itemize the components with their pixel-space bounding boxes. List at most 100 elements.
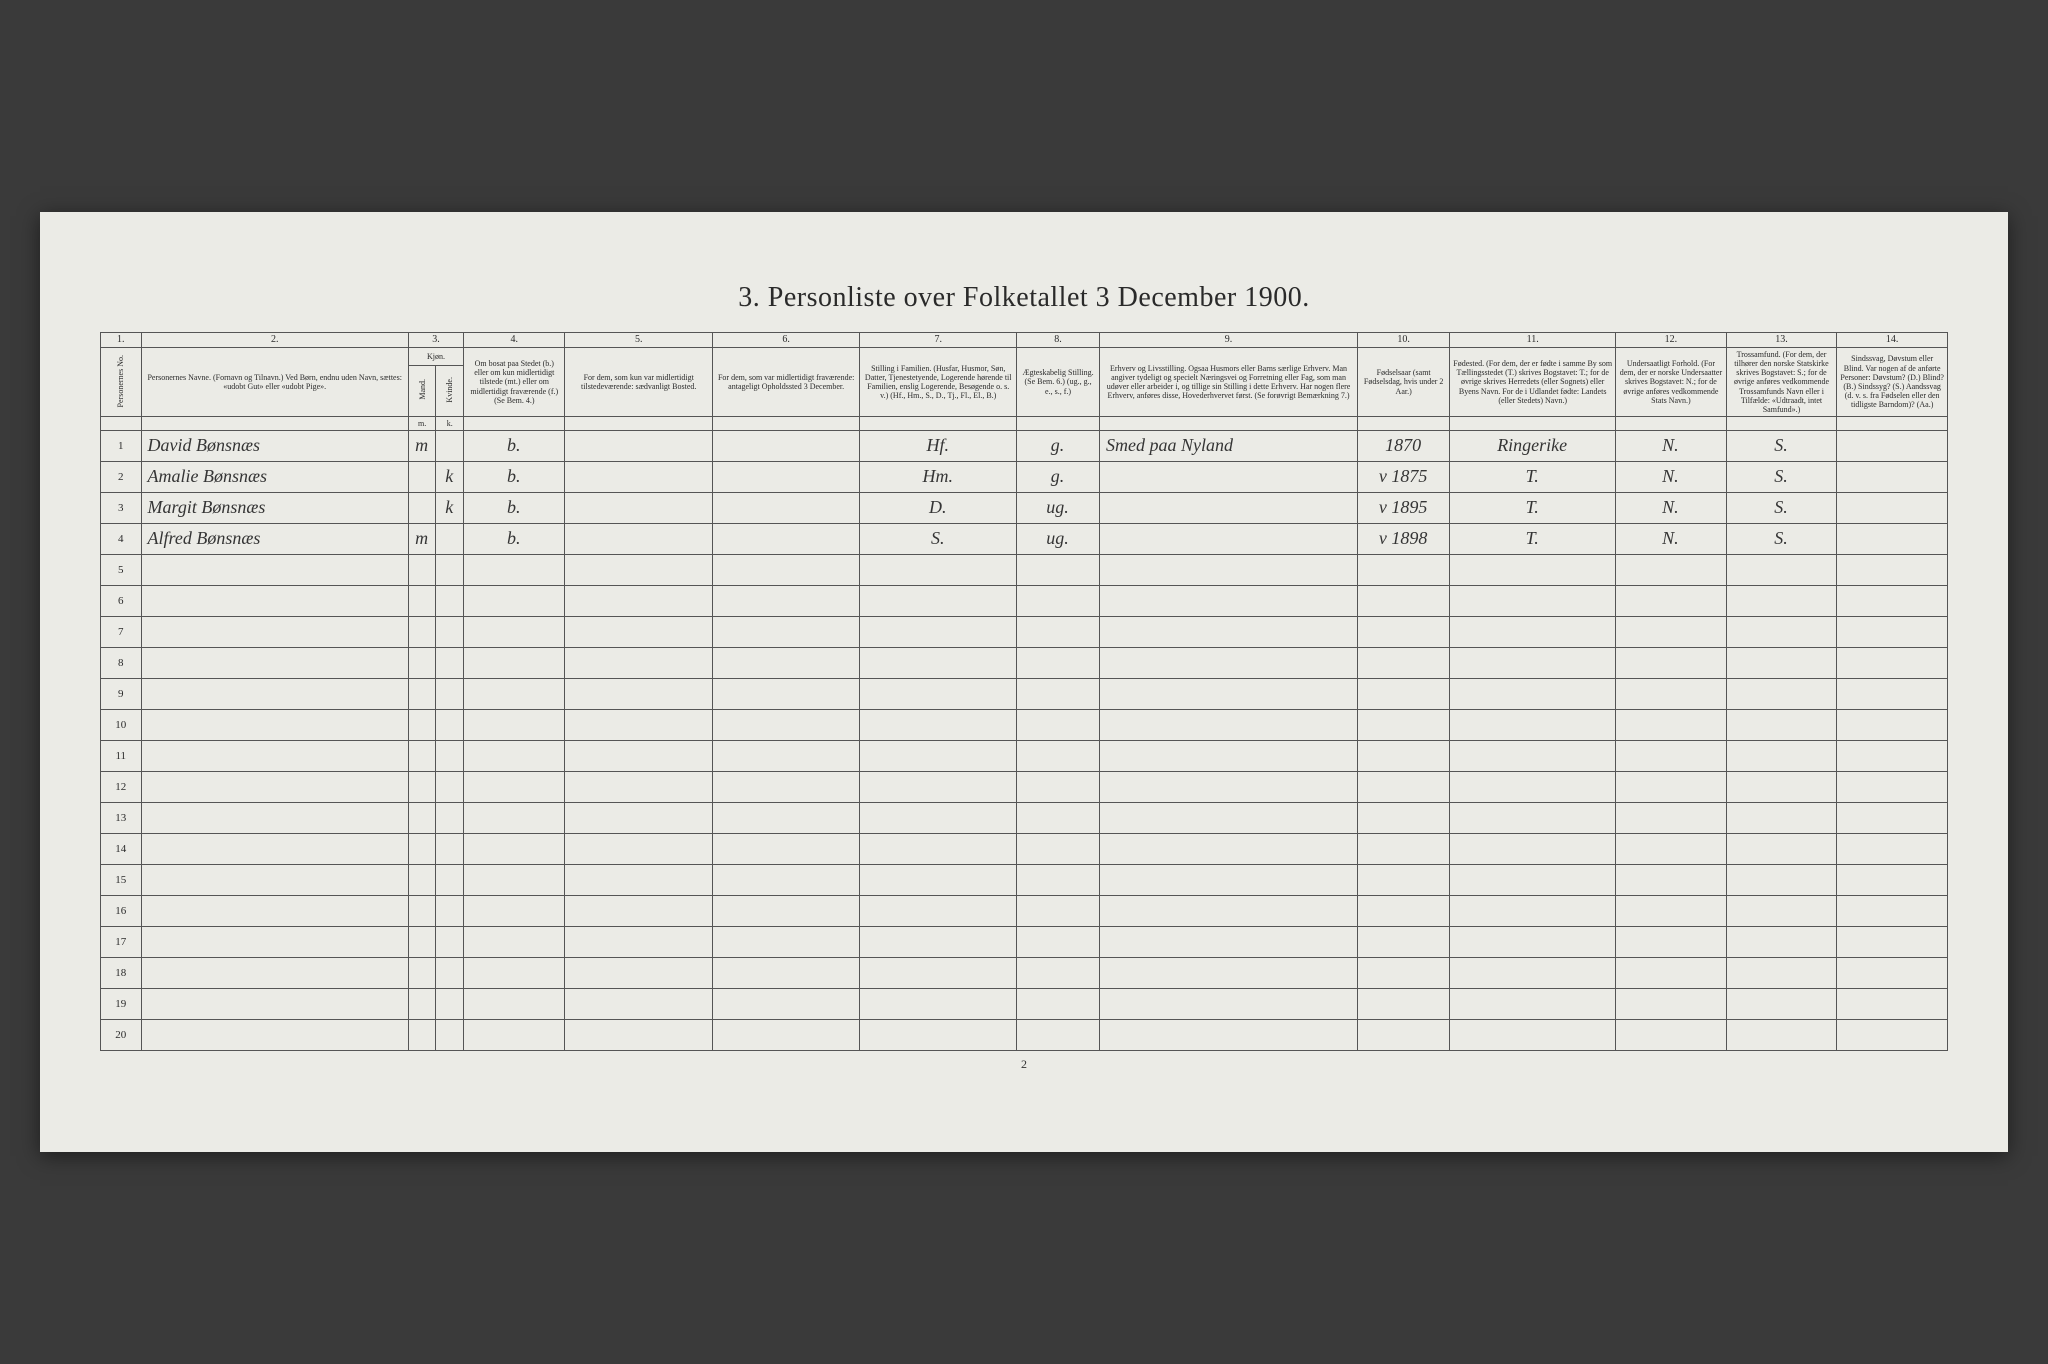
cell-name	[141, 958, 408, 989]
cell-c8	[1017, 989, 1100, 1020]
cell-c14	[1837, 1020, 1948, 1051]
cell-c6	[712, 617, 859, 648]
cell-k: k	[436, 493, 464, 524]
row-number: 9	[101, 679, 142, 710]
cell-c7	[860, 586, 1017, 617]
cell-name	[141, 896, 408, 927]
cell-c6	[712, 772, 859, 803]
cell-c6	[712, 710, 859, 741]
row-number: 7	[101, 617, 142, 648]
cell-c14	[1837, 865, 1948, 896]
cell-c14	[1837, 648, 1948, 679]
row-number: 5	[101, 555, 142, 586]
column-number: 10.	[1358, 332, 1450, 347]
table-row: 6	[101, 586, 1948, 617]
header-female: Kvinde.	[436, 365, 464, 416]
row-number: 16	[101, 896, 142, 927]
column-number: 8.	[1017, 332, 1100, 347]
table-row: 15	[101, 865, 1948, 896]
cell-b	[464, 555, 565, 586]
cell-k	[436, 958, 464, 989]
cell-c10	[1358, 989, 1450, 1020]
cell-b: b.	[464, 431, 565, 462]
cell-c6	[712, 896, 859, 927]
cell-c11	[1450, 989, 1616, 1020]
cell-c10	[1358, 772, 1450, 803]
cell-c14	[1837, 524, 1948, 555]
cell-c11	[1450, 648, 1616, 679]
cell-name	[141, 989, 408, 1020]
table-row: 3Margit Bønsnæskb.D.ug.v 1895T.N.S.	[101, 493, 1948, 524]
cell-name	[141, 772, 408, 803]
cell-k	[436, 555, 464, 586]
cell-c8	[1017, 772, 1100, 803]
cell-name	[141, 865, 408, 896]
cell-c10	[1358, 958, 1450, 989]
cell-b	[464, 803, 565, 834]
cell-k	[436, 710, 464, 741]
cell-k: k	[436, 462, 464, 493]
cell-c8	[1017, 586, 1100, 617]
cell-c10	[1358, 834, 1450, 865]
cell-c9	[1100, 834, 1358, 865]
cell-c5	[565, 803, 712, 834]
cell-k	[436, 648, 464, 679]
cell-c9	[1100, 524, 1358, 555]
cell-c12	[1616, 555, 1727, 586]
cell-c14	[1837, 555, 1948, 586]
cell-c12	[1616, 834, 1727, 865]
table-row: 16	[101, 896, 1948, 927]
mk-row: m. k.	[101, 417, 1948, 431]
cell-c11	[1450, 741, 1616, 772]
cell-c11	[1450, 586, 1616, 617]
column-number: 12.	[1616, 332, 1727, 347]
cell-c13	[1726, 989, 1837, 1020]
cell-c10	[1358, 1020, 1450, 1051]
header-residence-status: Om bosat paa Stedet (b.) eller om kun mi…	[464, 347, 565, 416]
cell-c11	[1450, 1020, 1616, 1051]
cell-c9	[1100, 648, 1358, 679]
cell-c14	[1837, 896, 1948, 927]
table-row: 18	[101, 958, 1948, 989]
cell-c7	[860, 710, 1017, 741]
row-number: 12	[101, 772, 142, 803]
cell-b	[464, 1020, 565, 1051]
cell-c7	[860, 865, 1017, 896]
cell-c7: Hf.	[860, 431, 1017, 462]
cell-c6	[712, 803, 859, 834]
cell-c10	[1358, 586, 1450, 617]
table-row: 17	[101, 927, 1948, 958]
cell-c8	[1017, 896, 1100, 927]
table-row: 12	[101, 772, 1948, 803]
cell-m	[408, 803, 436, 834]
cell-c9	[1100, 493, 1358, 524]
column-number: 13.	[1726, 332, 1837, 347]
row-number: 15	[101, 865, 142, 896]
cell-c12	[1616, 865, 1727, 896]
row-number: 2	[101, 462, 142, 493]
cell-m	[408, 927, 436, 958]
cell-k	[436, 927, 464, 958]
cell-c14	[1837, 927, 1948, 958]
cell-m	[408, 772, 436, 803]
cell-c10: v 1875	[1358, 462, 1450, 493]
cell-name	[141, 710, 408, 741]
cell-c8: ug.	[1017, 524, 1100, 555]
cell-c13	[1726, 741, 1837, 772]
cell-c11	[1450, 679, 1616, 710]
table-row: 19	[101, 989, 1948, 1020]
cell-c8: g.	[1017, 462, 1100, 493]
cell-k	[436, 431, 464, 462]
cell-c9	[1100, 958, 1358, 989]
header-sex: Kjøn.	[408, 347, 463, 365]
column-number: 14.	[1837, 332, 1948, 347]
cell-m	[408, 1020, 436, 1051]
table-row: 2Amalie Bønsnæskb.Hm.g.v 1875T.N.S.	[101, 462, 1948, 493]
cell-name	[141, 1020, 408, 1051]
column-number: 9.	[1100, 332, 1358, 347]
cell-c5	[565, 741, 712, 772]
cell-c10	[1358, 927, 1450, 958]
cell-c6	[712, 989, 859, 1020]
cell-b	[464, 586, 565, 617]
cell-c6	[712, 865, 859, 896]
